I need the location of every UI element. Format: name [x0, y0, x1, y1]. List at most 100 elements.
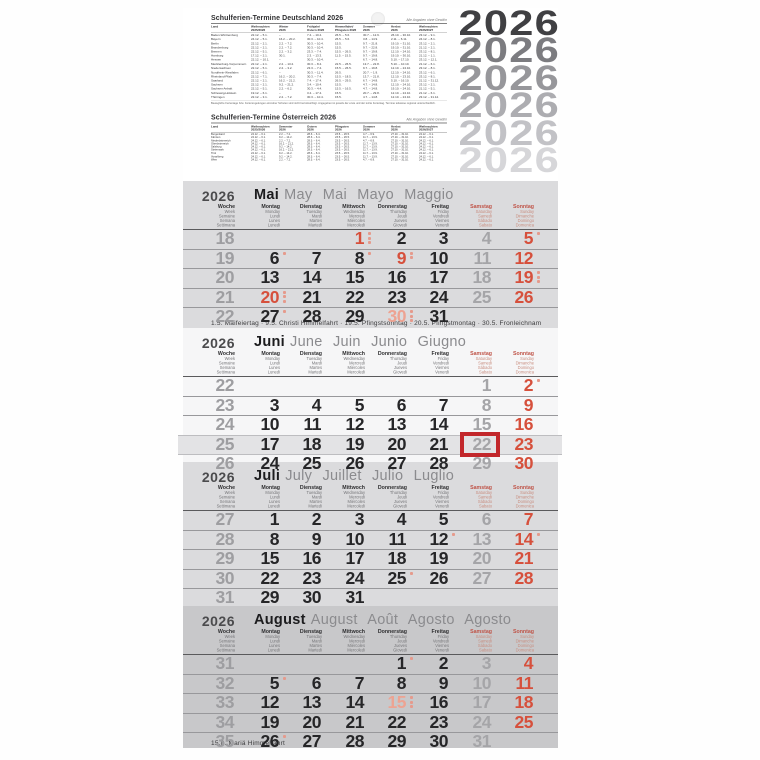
weekday-label: Domingo: [517, 218, 534, 223]
day-cell: 3: [242, 396, 287, 416]
day-number: 5: [269, 672, 280, 693]
day-cell: 23: [287, 569, 329, 589]
day-number: 7: [438, 394, 449, 415]
weekday-label: Monday: [265, 209, 280, 214]
month-footnote: 1.5. Maifeiertag · 9.5. Christi Himmelfa…: [211, 320, 542, 327]
table-cell: 19.10. – 24.10.: [390, 87, 412, 91]
holiday-table: Land Weihnachten 2025/2026 Winter 2026 Früh…: [211, 24, 447, 99]
day-number: 15: [387, 692, 407, 712]
day-cell: 9: [414, 674, 456, 694]
day-cell: 4: [456, 228, 499, 249]
weekday-label: Lunedi: [267, 370, 280, 375]
holiday-mark-dot: [452, 532, 455, 536]
day-cell: 23: [414, 713, 456, 733]
day-number: 3: [438, 228, 449, 248]
weekday-label: Sonntag: [513, 350, 534, 357]
weekday-label: Week: [224, 634, 235, 639]
week-number-value: 33: [215, 692, 235, 712]
weekday-label: Viernes: [435, 499, 449, 504]
day-cell: 21: [414, 435, 456, 455]
year-stack-line: 2026: [458, 141, 560, 181]
week-number-value: 32: [215, 672, 235, 693]
weekday-label: Martes: [309, 218, 322, 223]
day-cell: 12: [499, 249, 541, 269]
table-cell: 15.5.: [334, 41, 342, 45]
week-row: 19 6 7 8 9 10 11 12: [183, 249, 558, 269]
weekday-label: Lunedi: [267, 648, 280, 653]
week-number-value: 22: [215, 306, 235, 326]
day-cell: 5: [414, 510, 456, 530]
weekday-label: Dienstag: [299, 484, 322, 491]
table-cell: 11.7. – 13.9.: [362, 148, 378, 152]
table-cell: 9.7. – 19.8.: [362, 54, 378, 58]
weekday-label: Mittwoch: [342, 628, 365, 635]
holiday-table-col-header: Pfingsten 2026: [334, 123, 363, 133]
day-number: 15: [345, 267, 365, 287]
month-year: 2026: [201, 335, 235, 351]
table-cell: –: [334, 58, 337, 62]
table-cell: 9.2. – 14.2.: [278, 145, 293, 149]
day-cell: 27: [242, 307, 287, 327]
day-number: 21: [514, 548, 534, 568]
year-stack-line: 2026: [458, 113, 560, 153]
holiday-mark-dot: [410, 314, 413, 318]
day-cell: 3: [414, 228, 456, 249]
day-number: 11: [303, 414, 322, 434]
week-number-value: 28: [215, 528, 235, 549]
table-cell: 23.5. – 26.5.: [334, 158, 350, 162]
table-cell: 5.10. – 10.10.: [390, 62, 410, 66]
day-cell: 19: [499, 268, 541, 288]
day-number: 30: [514, 453, 534, 473]
week-number: 19: [183, 249, 242, 269]
day-cell: 8: [329, 249, 372, 269]
holiday-mark-dot: [537, 379, 540, 382]
week-row: 21 20 21 22 23 24 25 26: [183, 288, 558, 308]
day-number: 30: [302, 587, 322, 607]
month-name-translations: June Juin Junio Giugno: [290, 334, 467, 350]
day-number: 19: [429, 548, 449, 568]
holiday-marks: [410, 571, 413, 575]
table-cell: 9.2. – 14.2.: [278, 151, 293, 155]
day-cell: 8: [372, 674, 414, 694]
table-cell: 30.3. – 8.4.: [306, 62, 323, 66]
month-name-de: Mai: [254, 187, 280, 203]
holiday-table-body: Baden-Württemberg 22.12. – 5.1. – 7.4. – 10…: [211, 33, 447, 99]
weekday-label: Freitag: [431, 203, 449, 210]
day-number: 9: [311, 528, 322, 549]
weekday-label: Vendredi: [432, 494, 449, 500]
table-row: Bremen 22.12. – 5.1. 2.2. – 3.2. 23.3. – 7.…: [211, 50, 447, 54]
holiday-table-titlebar: Schulferien-Termine Deutschland 2026 Alle…: [211, 14, 447, 24]
table-row: Sachsen-Anhalt 22.12. – 5.1. 2.2. – 6.2. 30…: [211, 87, 447, 91]
week-row: 30 22 23 24 25 26 27 28: [183, 569, 558, 589]
month-footnote: 15.8. Mariä Himmelfahrt: [211, 740, 285, 747]
weekday-label: Mercredi: [349, 213, 365, 219]
week-row: 25 17 18 19 20 21 22 23: [178, 431, 562, 457]
day-number: 30: [387, 306, 407, 326]
weekday-label: Semaine: [218, 494, 235, 500]
day-cell: 11: [456, 249, 499, 269]
table-cell: 24.12. – 6.1.: [418, 154, 434, 158]
weekday-label: Samstag: [470, 628, 492, 635]
table-cell: 2.2. – 7.2.: [278, 132, 291, 136]
table-cell: 3.4. – 17.4.: [306, 91, 323, 95]
week-row: 31 1 2 3 4: [183, 654, 558, 675]
day-cell: 12: [242, 693, 287, 713]
table-cell: Bremen: [211, 49, 222, 54]
table-cell: 23.12. – 8.1.: [418, 49, 436, 54]
table-cell: 24.12. – 6.1.: [418, 138, 434, 142]
weekday-label: Viernes: [435, 365, 449, 370]
weekday-label: Wednesday: [343, 356, 365, 361]
day-cell: 23: [499, 435, 541, 455]
table-cell: 11.7. – 13.9.: [362, 145, 378, 149]
table-cell: 26.5. – 5.6.: [334, 37, 351, 41]
table-cell: 23.5. – 26.5.: [334, 142, 350, 146]
date-slider-box: [460, 431, 500, 457]
day-cell: [414, 377, 456, 396]
day-number: 6: [396, 394, 407, 415]
day-cell: [287, 230, 329, 249]
day-number: 7: [354, 672, 365, 693]
table-cell: 21.12. – 6.1.: [418, 91, 436, 95]
day-number: 22: [472, 433, 492, 454]
day-number: 4: [481, 228, 492, 248]
day-number: 14: [345, 692, 365, 712]
